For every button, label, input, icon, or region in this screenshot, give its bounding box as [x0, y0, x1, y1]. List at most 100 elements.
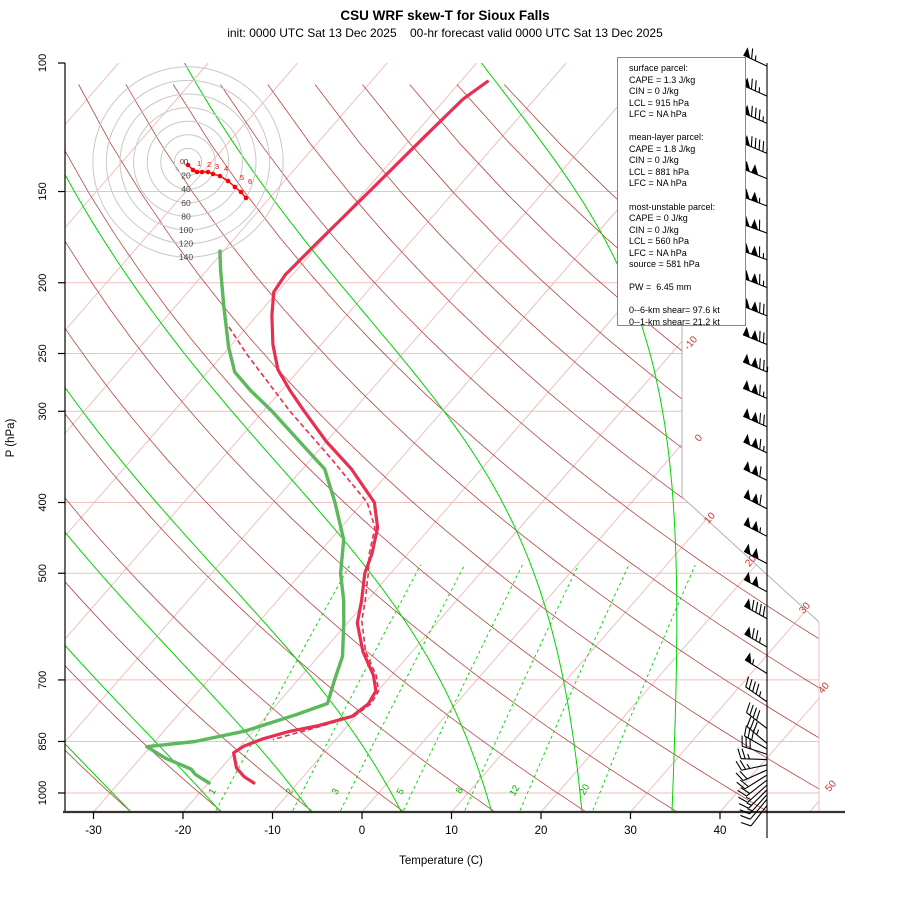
pressure-tick-label: 500 [37, 564, 49, 582]
mixing-ratio-line [590, 564, 696, 812]
hodograph-km-label: 6 [248, 177, 252, 186]
sounding-curves [145, 79, 489, 785]
wind-barb [742, 135, 768, 154]
parcel-info-line: LFC = NA hPa [629, 178, 687, 189]
parcel-info-line: LFC = NA hPa [629, 247, 687, 258]
wind-barb [736, 774, 768, 790]
wind-barb [742, 188, 768, 207]
y-axis-title: P (hPa) [5, 418, 17, 457]
wind-barb [743, 433, 768, 454]
wind-barb [743, 77, 768, 97]
mixing-ratio-label: 3 [330, 787, 342, 797]
hodograph-trace-dot [210, 171, 216, 177]
parcel-info-line: CAPE = 0 J/kg [629, 213, 688, 224]
parcel-info-line [629, 271, 743, 283]
wind-barb [741, 735, 768, 755]
wind-barb [742, 160, 768, 180]
hodograph-trace-dot [225, 178, 231, 184]
wind-barb [743, 598, 768, 620]
hodograph-trace-dot [205, 169, 211, 175]
pressure-tick-label: 150 [37, 182, 49, 200]
wind-barb [742, 297, 768, 317]
dry-adiabat-line [362, 84, 819, 812]
parcel-info-line: CIN = 0 J/kg [629, 224, 679, 235]
wind-barb [743, 489, 768, 510]
dry-adiabat-line [65, 84, 410, 812]
hodograph-km-label: 5 [240, 173, 244, 182]
mixing-ratio-label: 2 [284, 787, 296, 797]
temperature-tick-label: -30 [85, 825, 102, 837]
isotherm-label: -10 [682, 334, 700, 352]
hodograph-km-label: 2 [207, 160, 211, 169]
hodograph-ring [119, 93, 257, 231]
mixing-ratio-label: 20 [577, 782, 592, 797]
hodograph-km-label: 0 [180, 157, 184, 166]
parcel-info-line: 0--6-km shear= 97.6 kt [629, 305, 720, 316]
moist-adiabat-line [65, 63, 404, 812]
wind-barb [735, 769, 768, 782]
dry-adiabat-line [78, 84, 819, 812]
pressure-tick-label: 850 [37, 732, 49, 750]
hodograph-trace-dot [243, 195, 249, 201]
hodograph-ring-label: 20 [181, 171, 191, 181]
chart-subtitle: init: 0000 UTC Sat 13 Dec 2025 00-hr for… [227, 26, 663, 40]
wind-barb [743, 571, 768, 593]
wind-barb [739, 794, 768, 815]
isotherm-label: 0 [693, 432, 705, 444]
isotherm-line [65, 63, 388, 812]
dry-adiabat-line [65, 84, 776, 812]
mixing-ratio-line [400, 564, 523, 812]
chart-title: CSU WRF skew-T for Sioux Falls [340, 8, 550, 23]
wind-barb [743, 104, 768, 124]
wind-barb [743, 47, 768, 67]
parcel-info-line: PW = 6.45 mm [629, 282, 692, 293]
wind-barb [743, 461, 768, 481]
dry-adiabat-line [220, 84, 819, 812]
x-axis-title: Temperature (C) [399, 855, 483, 867]
parcel-info-line: LCL = 915 hPa [629, 97, 689, 108]
temperature-tick-label: -20 [175, 825, 192, 837]
temperature-tick-label: -10 [264, 825, 281, 837]
wind-barb [742, 326, 768, 346]
wind-barb [745, 702, 768, 729]
wind-barb [742, 380, 768, 399]
mixing-ratio-line [212, 564, 351, 812]
parcel-info-line: surface parcel: [629, 63, 689, 73]
hodograph-ring [133, 107, 243, 217]
wind-barb [744, 626, 768, 648]
pressure-tick-label: 700 [37, 671, 49, 689]
hodograph-ring-label: 80 [181, 211, 191, 221]
parcel-info-line [629, 121, 743, 133]
wind-barb [740, 805, 768, 827]
wind-barb [743, 516, 768, 537]
parcel-info-line: mean-layer parcel: [629, 132, 704, 143]
parcel-info-line: CAPE = 1.3 J/kg [629, 74, 696, 85]
dry-adiabat-line [65, 84, 502, 812]
hodograph-km-label: 3 [215, 162, 219, 171]
wind-barb [743, 725, 768, 750]
hodograph-ring [160, 134, 216, 190]
isotherm-label: 30 [797, 600, 813, 616]
parcel-trace-curve [228, 326, 380, 741]
hodograph-trace-dot [190, 167, 196, 173]
dry-adiabat-line [125, 84, 819, 812]
parcel-info-line: source = 581 hPa [629, 259, 700, 270]
mixing-ratio-label: 5 [395, 787, 407, 797]
hodograph-trace-dot [194, 169, 200, 175]
pressure-tick-label: 100 [37, 54, 49, 72]
hodograph-ring [146, 120, 230, 204]
isotherm-line [65, 63, 120, 812]
dry-adiabat-line [65, 84, 684, 812]
parcel-info-line [629, 294, 743, 306]
temperature-curve [232, 79, 489, 785]
hodograph-trace-dot [199, 169, 205, 175]
mixing-ratio-line [461, 564, 579, 812]
wind-barb [737, 779, 768, 797]
parcel-info-line: most-unstable parcel: [629, 201, 716, 212]
hodograph-ring-label: 140 [179, 252, 193, 262]
parcel-info-line: CIN = 0 J/kg [629, 155, 679, 166]
isotherm-line [272, 63, 819, 812]
hodograph-km-label: 4 [224, 164, 228, 173]
